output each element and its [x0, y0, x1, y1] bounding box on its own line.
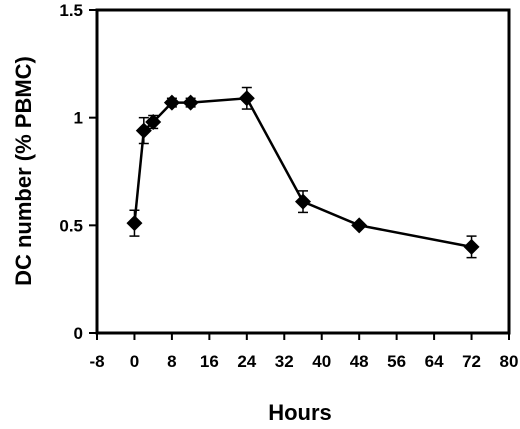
y-tick-label: 0	[74, 324, 83, 343]
data-point	[135, 122, 152, 139]
x-tick-label: 40	[312, 352, 331, 371]
series-group	[126, 86, 480, 259]
x-axis-ticks: -8 0 8 16 24 32 40 48 56 64 72 80	[89, 333, 518, 371]
x-tick-label: 32	[275, 352, 294, 371]
y-tick-label: 0.5	[59, 216, 83, 235]
x-tick-label: 72	[462, 352, 481, 371]
x-tick-label: -8	[89, 352, 104, 371]
y-axis-ticks: 0 0.5 1 1.5	[59, 1, 97, 343]
x-tick-label: 24	[237, 352, 256, 371]
plot-frame	[95, 8, 511, 335]
x-tick-label: 64	[425, 352, 444, 371]
data-point	[163, 94, 180, 111]
data-point	[238, 90, 255, 107]
y-axis-title: DC number (% PBMC)	[11, 56, 36, 286]
x-tick-label: 48	[350, 352, 369, 371]
data-point	[126, 215, 143, 232]
x-tick-label: 80	[500, 352, 519, 371]
x-tick-label: 16	[200, 352, 219, 371]
x-tick-label: 56	[387, 352, 406, 371]
data-point	[351, 217, 368, 234]
data-point	[182, 94, 199, 111]
data-point	[295, 193, 311, 210]
data-point	[145, 113, 162, 130]
y-tick-label: 1.5	[59, 1, 83, 20]
y-tick-label: 1	[74, 109, 83, 128]
x-axis-title: Hours	[268, 400, 332, 425]
x-tick-label: 8	[167, 352, 176, 371]
x-tick-label: 0	[130, 352, 139, 371]
data-point	[463, 238, 480, 255]
series-line	[133, 96, 472, 249]
